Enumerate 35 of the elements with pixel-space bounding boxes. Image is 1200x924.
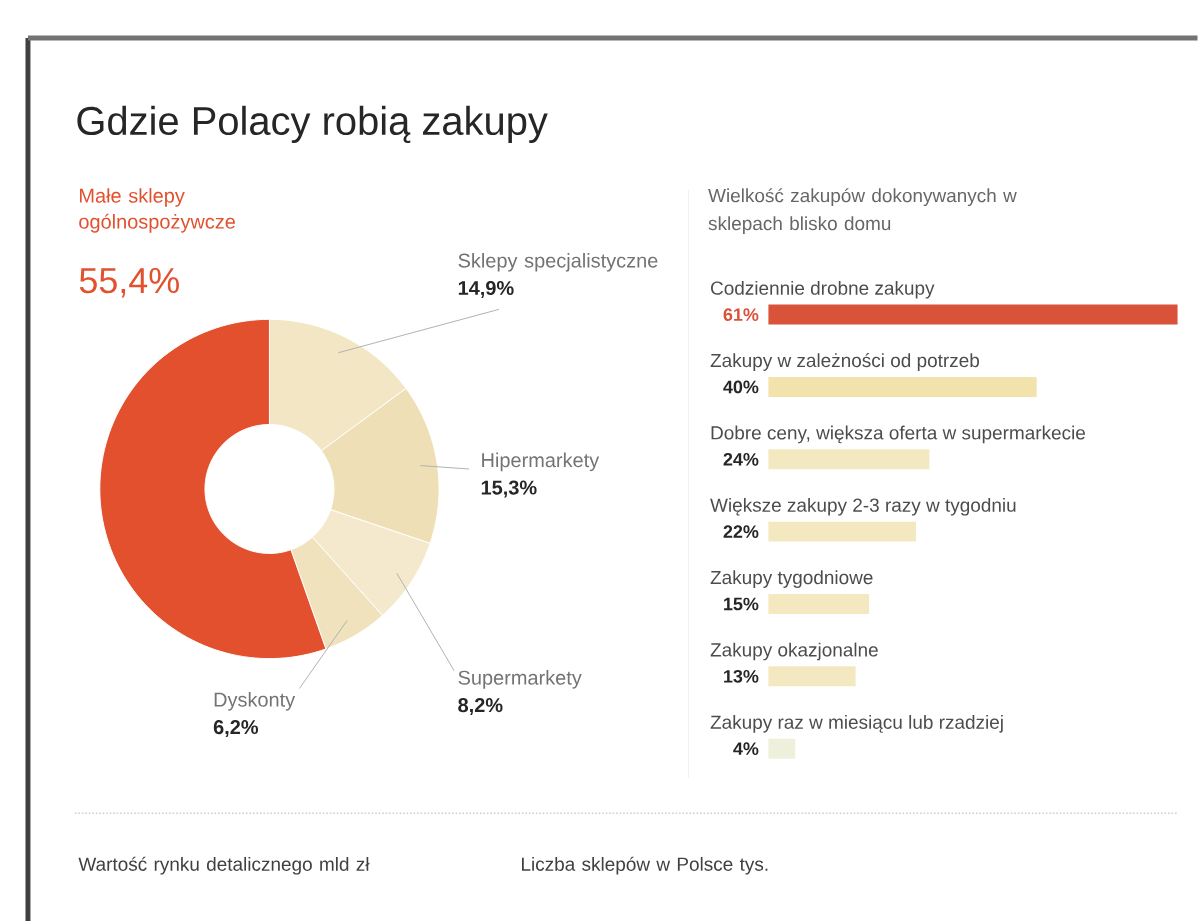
data-label: 15,3%: [481, 480, 537, 498]
slice-label: Hipermarkety: [482, 452, 600, 472]
data-label: 13%: [724, 670, 759, 683]
data-label: 6,2%: [213, 720, 259, 738]
text: Liczba sklepów w Polsce tys.: [522, 856, 768, 875]
bar: [768, 521, 916, 542]
bar: [768, 594, 870, 615]
bar: [768, 666, 856, 687]
slice-label: Sklepy specjalistyczne: [458, 253, 658, 272]
chart-title: Wielkość zakupów dokonywanych w sklepach blisko domu: [708, 188, 1017, 235]
slice-label: Supermarkety: [458, 670, 582, 689]
y-tick-label: Zakupy raz w miesiącu lub rzadziej: [710, 715, 1003, 733]
data-label: 24%: [723, 453, 759, 466]
bar: [768, 738, 796, 759]
data-label: 40%: [723, 380, 759, 394]
bar: [768, 304, 1178, 325]
y-tick-label: Dobre ceny, większa oferta w supermarkecie: [711, 425, 1085, 444]
data-label: 22%: [723, 525, 759, 539]
bar: [768, 449, 930, 470]
y-tick-label: Zakupy okazjonalne: [710, 642, 878, 661]
data-label: 8,2%: [458, 698, 503, 716]
slice-label: Małe sklepy ogólnospożywcze: [79, 188, 235, 233]
y-tick-label: Zakupy w zależności od potrzeb: [710, 353, 980, 372]
data-label: 14,9%: [458, 281, 514, 299]
text: Wartość rynku detalicznego mld zł: [78, 856, 370, 875]
bar: [768, 377, 1037, 398]
data-label: 15%: [724, 597, 759, 611]
y-tick-label: Większe zakupy 2-3 razy w tygodniu: [710, 498, 1016, 516]
chart-title: Gdzie Polacy robią zakupy: [77, 106, 548, 144]
slice-label: Dyskonty: [214, 692, 296, 711]
data-label: 61%: [723, 308, 759, 322]
y-tick-label: Zakupy tygodniowe: [710, 570, 873, 589]
data-label: 4%: [733, 742, 759, 756]
data-label: 55,4%: [79, 268, 179, 298]
y-tick-label: Codziennie drobne zakupy: [711, 281, 935, 299]
